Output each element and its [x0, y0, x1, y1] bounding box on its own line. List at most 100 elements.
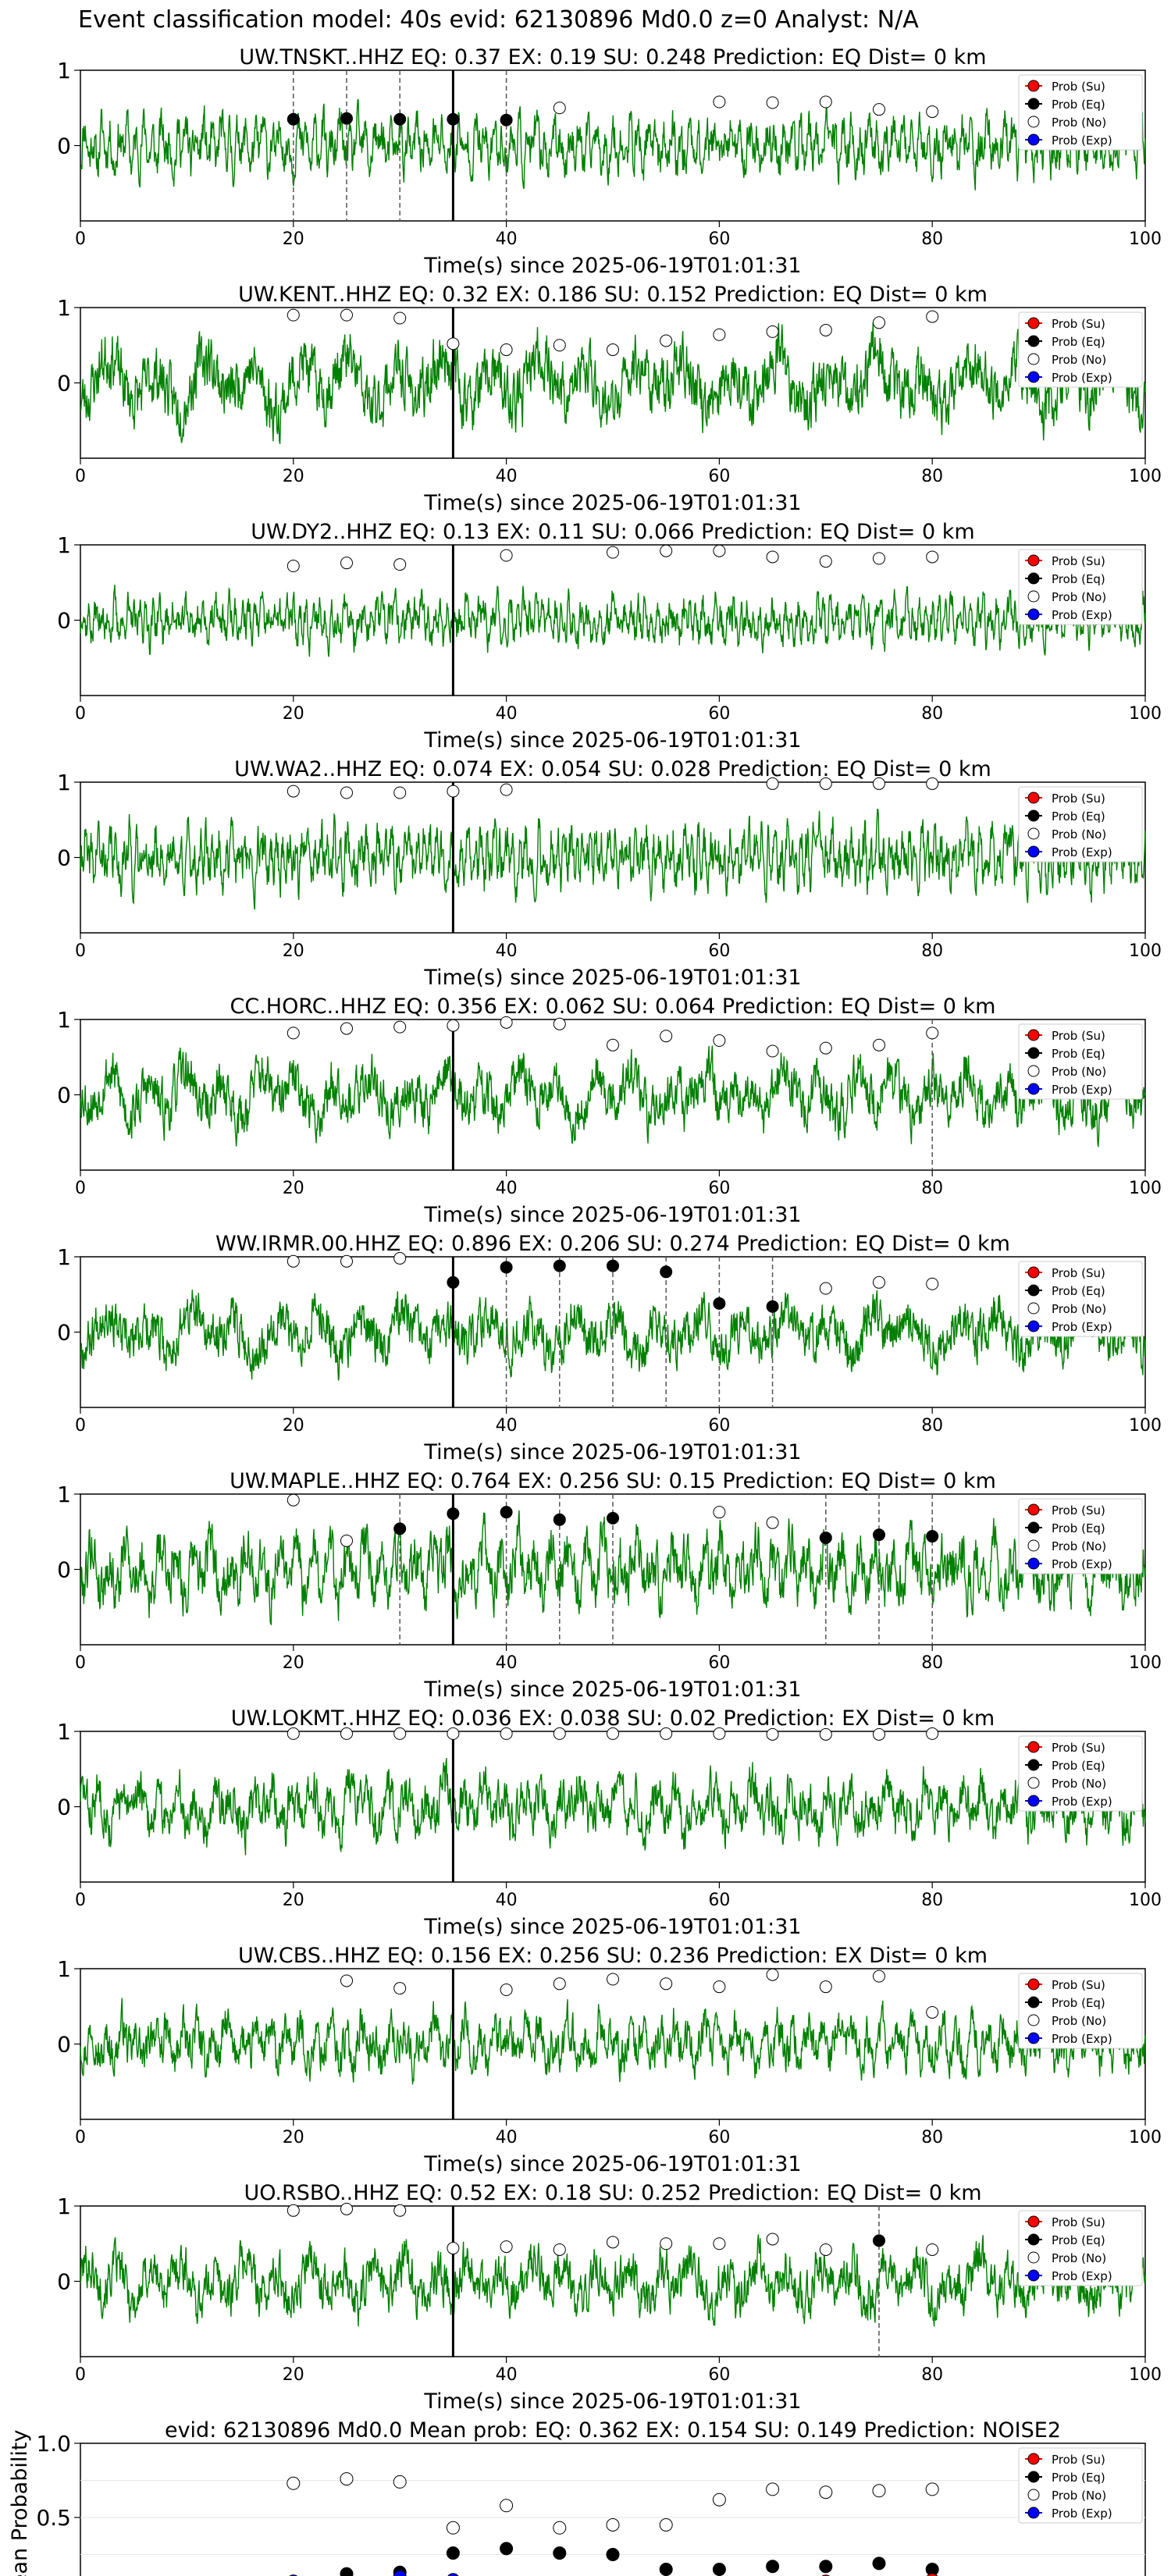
mean-prob-point: [447, 2573, 459, 2576]
legend-marker: [1027, 1795, 1040, 1807]
eq-prob-marker: [607, 1511, 619, 1525]
x-tick-label: 80: [921, 1653, 943, 1673]
x-tick-label: 80: [921, 467, 943, 486]
x-tick-label: 60: [708, 1179, 730, 1198]
mean-prob-point: [712, 2492, 726, 2507]
x-axis-label: Time(s) since 2025-06-19T01:01:31: [423, 491, 801, 515]
y-tick-label: 0: [57, 608, 71, 634]
legend-box: [1018, 549, 1143, 625]
x-tick-label: 100: [1129, 1891, 1162, 1910]
noise-prob-marker: [926, 1277, 939, 1290]
legend-marker: [1027, 2215, 1040, 2228]
noise-prob-marker: [660, 1727, 673, 1740]
noise-prob-marker: [340, 786, 353, 799]
legend-marker: [1027, 608, 1040, 621]
mean-prob-point: [393, 2475, 407, 2489]
y-tick-label: 0: [57, 2269, 71, 2295]
legend-label: Prob (Eq): [1052, 2471, 1105, 2485]
panel-title: evid: 62130896 Md0.0 Mean prob: EQ: 0.36…: [165, 2418, 1061, 2443]
x-tick-label: 60: [708, 229, 730, 249]
noise-prob-marker: [287, 785, 300, 798]
legend-label: Prob (Eq): [1052, 572, 1105, 586]
legend-marker: [1027, 809, 1040, 822]
mean-prob-point: [340, 2567, 354, 2576]
noise-prob-marker: [873, 1727, 885, 1741]
legend-label: Prob (Exp): [1052, 2507, 1112, 2521]
y-tick-label: 0: [57, 133, 71, 159]
noise-prob-marker: [393, 558, 407, 571]
station-panel: WW.IRMR.00.HHZ EQ: 0.896 EX: 0.206 SU: 0…: [57, 1232, 1162, 1464]
y-tick-label: 0: [57, 2032, 71, 2058]
figure-suptitle: Event classification model: 40s evid: 62…: [78, 6, 919, 34]
legend-marker: [1027, 335, 1040, 347]
eq-prob-marker: [287, 112, 300, 126]
noise-prob-marker: [500, 343, 513, 357]
mean-prob-point: [872, 2484, 886, 2498]
y-tick-label: 0: [57, 845, 71, 871]
legend-label: Prob (Su): [1052, 1503, 1105, 1517]
mean-prob-point: [446, 2521, 460, 2535]
noise-prob-marker: [447, 785, 460, 798]
noise-prob-marker: [713, 1980, 726, 1994]
x-tick-label: 40: [496, 229, 518, 249]
y-tick-label: 1: [57, 1956, 71, 1982]
station-panel: UW.DY2..HHZ EQ: 0.13 EX: 0.11 SU: 0.066 …: [57, 520, 1162, 753]
legend-box: [1018, 311, 1143, 388]
legend-marker: [1027, 2233, 1040, 2246]
x-tick-label: 40: [496, 2128, 518, 2147]
legend-marker: [1027, 1284, 1040, 1297]
y-tick-label: 1: [57, 1719, 71, 1745]
waveform-trace: [80, 1758, 1146, 1856]
station-panel: UO.RSBO..HHZ EQ: 0.52 EX: 0.18 SU: 0.252…: [57, 2181, 1162, 2414]
mean-prob-point: [872, 2556, 886, 2571]
noise-prob-marker: [819, 2243, 832, 2256]
eq-prob-marker: [340, 112, 353, 125]
x-tick-label: 40: [496, 1891, 518, 1910]
legend-label: Prob (No): [1052, 1539, 1106, 1553]
y-tick-label: 0.5: [36, 2505, 71, 2531]
noise-prob-marker: [287, 560, 300, 573]
legend-marker: [1027, 353, 1040, 365]
x-tick-label: 20: [283, 1416, 304, 1436]
mean-prob-point: [340, 2472, 354, 2486]
eq-prob-marker: [447, 1276, 460, 1289]
legend-marker: [1027, 2507, 1040, 2519]
x-tick-label: 20: [283, 467, 304, 486]
legend-label: Prob (No): [1052, 827, 1106, 841]
legend-label: Prob (Eq): [1052, 1996, 1105, 2010]
x-tick-label: 0: [75, 229, 86, 249]
noise-prob-marker: [926, 550, 939, 564]
x-tick-label: 60: [708, 1653, 730, 1673]
noise-prob-marker: [607, 1727, 619, 1740]
legend-marker: [1027, 1777, 1040, 1789]
eq-prob-marker: [500, 1506, 513, 1519]
legend-marker: [1027, 1266, 1040, 1279]
legend-label: Prob (Eq): [1052, 809, 1105, 824]
x-tick-label: 40: [496, 1416, 518, 1436]
legend-label: Prob (Exp): [1052, 1557, 1112, 1571]
legend-marker: [1027, 1083, 1040, 1095]
x-tick-label: 20: [283, 1653, 304, 1673]
legend-label: Prob (Eq): [1052, 1047, 1105, 1061]
noise-prob-marker: [873, 1276, 885, 1289]
y-tick-label: 1: [57, 295, 71, 321]
y-tick-label: 1: [57, 1244, 71, 1270]
mean-prob-point: [393, 2570, 407, 2576]
legend-marker: [1027, 2014, 1040, 2026]
station-panel: UW.CBS..HHZ EQ: 0.156 EX: 0.256 SU: 0.23…: [57, 1944, 1162, 2176]
noise-prob-marker: [766, 2233, 779, 2246]
station-panel: UW.WA2..HHZ EQ: 0.074 EX: 0.054 SU: 0.02…: [57, 757, 1162, 990]
mean-prob-point: [819, 2485, 833, 2500]
noise-prob-marker: [926, 2005, 939, 2019]
eq-prob-marker: [926, 1530, 939, 1543]
noise-prob-marker: [607, 2236, 619, 2249]
y-tick-label: 1: [57, 2194, 71, 2219]
legend-label: Prob (Exp): [1052, 1320, 1112, 1334]
eq-prob-marker: [607, 1259, 619, 1272]
legend-box: [1018, 1023, 1143, 1100]
mean-prob-point: [927, 2573, 938, 2576]
x-tick-label: 80: [921, 1416, 943, 1436]
mean-prob-point: [766, 2560, 780, 2574]
x-tick-label: 0: [75, 1653, 86, 1673]
noise-prob-marker: [766, 550, 779, 564]
